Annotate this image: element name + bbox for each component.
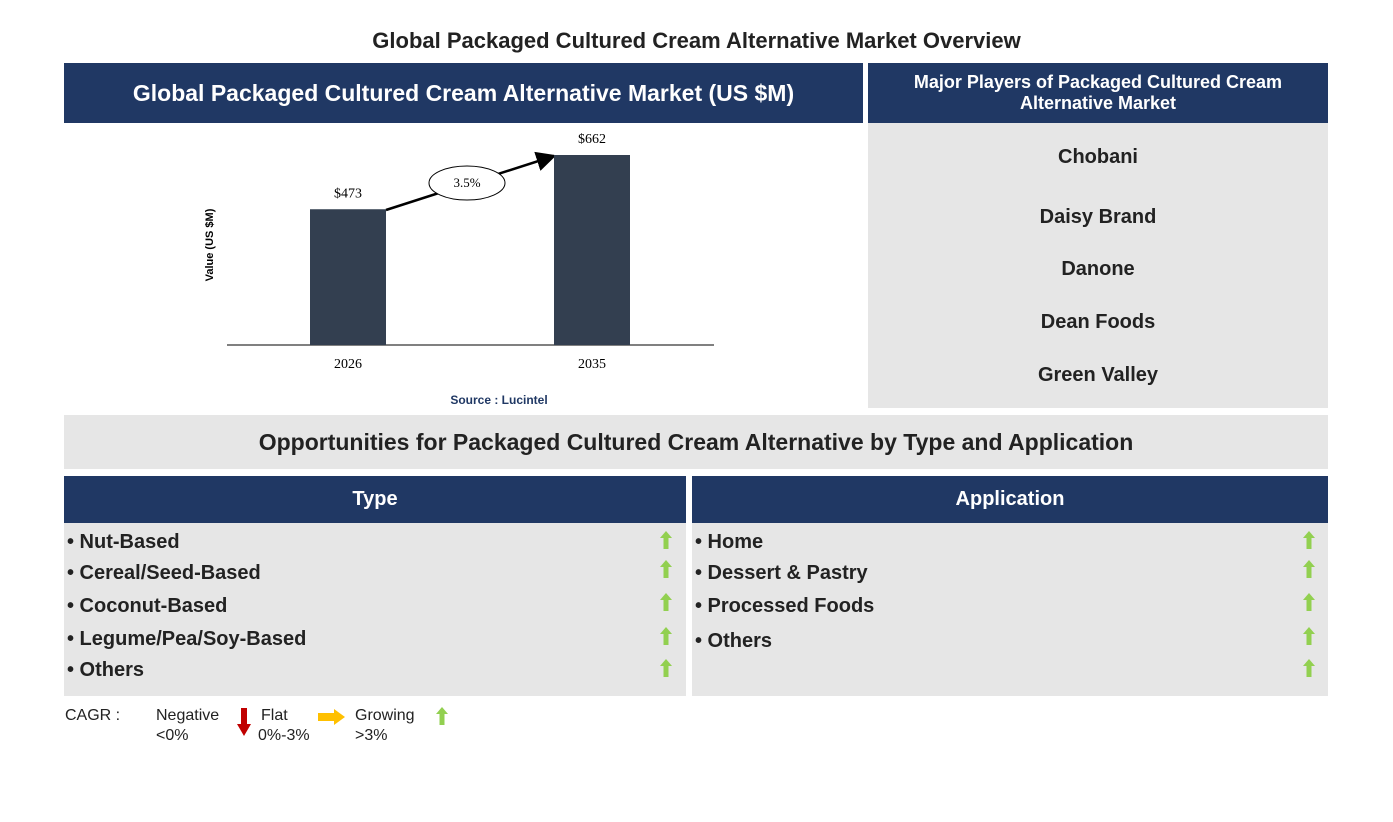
legend-negative: Negative <box>156 707 220 724</box>
player: Chobani <box>1058 146 1138 168</box>
y-axis-label: Value (US $M) <box>204 208 216 281</box>
application-header: Application <box>692 476 1328 523</box>
type-item: • Coconut-Based <box>67 595 228 617</box>
player: Danone <box>1061 258 1135 280</box>
application-item: • Dessert & Pastry <box>695 562 868 584</box>
legend-growing: Growing <box>355 707 415 724</box>
type-item: • Cereal/Seed-Based <box>67 562 261 584</box>
legend-flat: Flat <box>261 707 288 724</box>
value-label: $473 <box>334 186 362 201</box>
application-panel <box>692 523 1328 696</box>
x-tick-label: 2035 <box>578 357 606 372</box>
type-item: • Legume/Pea/Soy-Based <box>67 628 307 650</box>
player: Green Valley <box>1037 364 1159 386</box>
chart-header: Global Packaged Cultured Cream Alternati… <box>64 63 863 123</box>
cagr-bubble <box>428 165 506 201</box>
legend-flat-range: 0%-3% <box>258 727 310 744</box>
type-item: • Nut-Based <box>67 531 180 553</box>
cagr-label: 3.5% <box>453 175 480 190</box>
legend-label: CAGR : <box>65 707 121 724</box>
source: Source : Lucintel <box>450 393 547 407</box>
type-panel <box>64 523 686 696</box>
bar <box>554 155 630 345</box>
arrows <box>237 531 1315 736</box>
type-item: • Others <box>67 659 145 681</box>
player: Dean Foods <box>1040 311 1156 333</box>
application-item: • Others <box>695 630 773 652</box>
bar <box>310 209 386 345</box>
legend-growing-range: >3% <box>355 727 388 744</box>
players-header: Major Players of Packaged Cultured Cream… <box>868 63 1328 123</box>
opportunities-title: Opportunities for Packaged Cultured Crea… <box>64 415 1328 469</box>
players-panel <box>868 123 1328 408</box>
application-item: • Home <box>695 531 764 553</box>
value-label: $662 <box>578 132 606 147</box>
legend-negative-range: <0% <box>156 727 189 744</box>
x-tick-label: 2026 <box>334 357 362 372</box>
page-title: Global Packaged Cultured Cream Alternati… <box>372 28 1021 53</box>
type-header: Type <box>64 476 686 523</box>
application-item: • Processed Foods <box>695 595 875 617</box>
player: Daisy Brand <box>1039 206 1157 228</box>
